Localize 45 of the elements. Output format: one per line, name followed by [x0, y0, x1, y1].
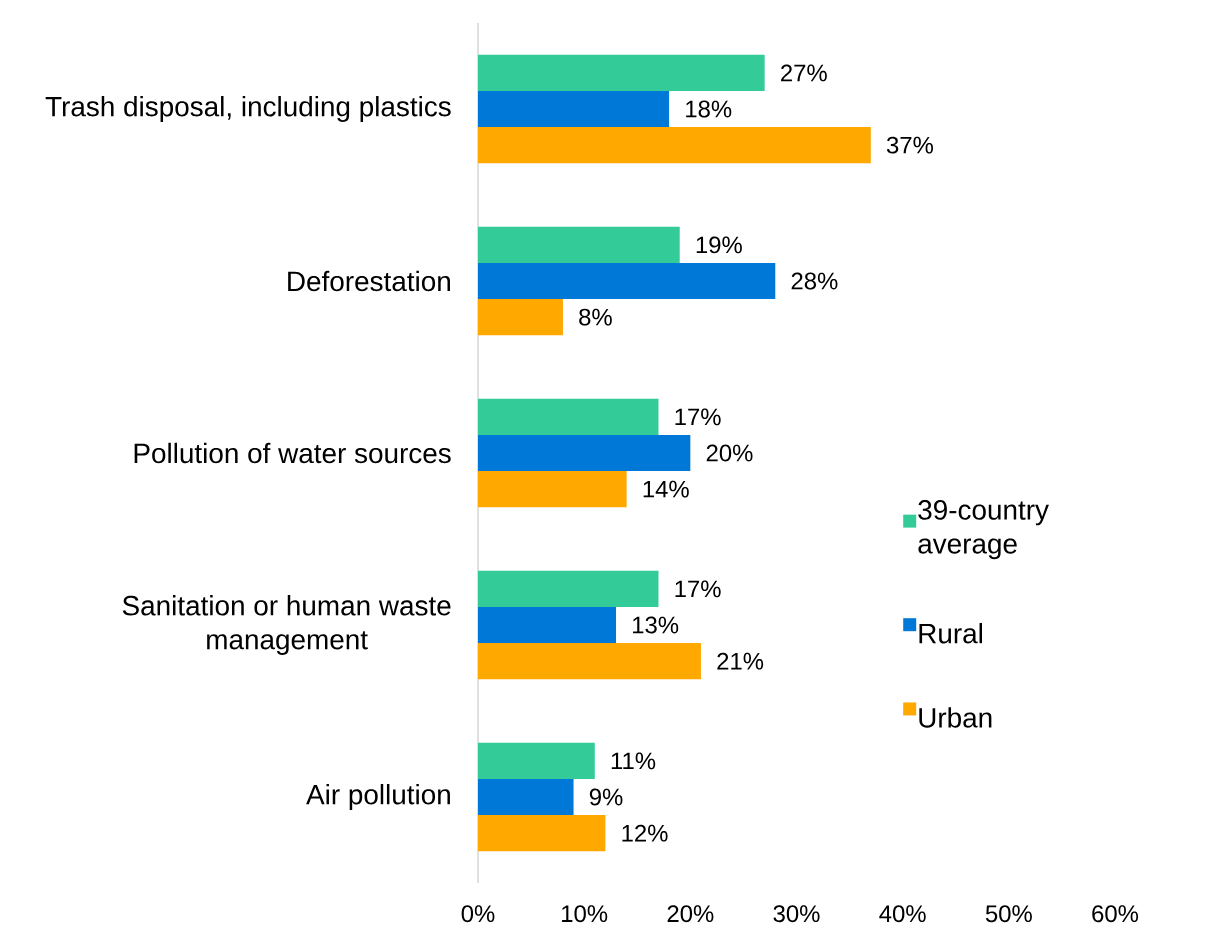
legend-label: Urban: [919, 707, 992, 728]
data-label: 12%: [622, 824, 668, 842]
bar: [478, 643, 701, 680]
data-label: 28%: [791, 272, 838, 290]
data-label: 37%: [886, 136, 934, 154]
x-tick-label: 0%: [461, 905, 495, 923]
x-tick-label: 50%: [985, 905, 1032, 923]
bar: [478, 398, 659, 435]
bar: [478, 471, 627, 508]
x-tick-label: 40%: [879, 905, 926, 923]
bar: [478, 742, 595, 779]
bar: [478, 226, 680, 263]
legend-label: 39-country average: [918, 500, 1049, 560]
bar: [478, 815, 606, 852]
bar: [478, 778, 574, 816]
y-tick-label: Deforestation: [288, 270, 450, 292]
data-label: 9%: [589, 788, 623, 806]
data-label: 21%: [717, 652, 764, 670]
bar: [478, 434, 691, 472]
x-tick-label: 20%: [667, 905, 714, 923]
x-tick-label: 60%: [1092, 905, 1139, 923]
x-tick-label: 30%: [773, 905, 820, 923]
bar: [478, 262, 776, 300]
bar: [478, 299, 563, 336]
data-label: 17%: [675, 580, 721, 598]
bar: [478, 127, 871, 164]
bar: [478, 570, 659, 607]
data-label: 17%: [675, 408, 721, 426]
data-label: 11%: [611, 752, 656, 770]
data-label: 13%: [633, 616, 679, 634]
y-tick-label: Air pollution: [306, 784, 450, 810]
data-label: 18%: [686, 100, 732, 118]
y-tick-label: Pollution of water sources: [134, 442, 451, 464]
data-label: 27%: [781, 64, 827, 82]
bar: [478, 54, 765, 91]
x-tick-label: 10%: [562, 905, 608, 923]
bar: [478, 90, 670, 128]
bar: [478, 606, 617, 644]
legend-label: Rural: [919, 622, 982, 644]
y-tick-label: Trash disposal, including plastics: [45, 96, 451, 122]
data-label: 8%: [579, 308, 612, 326]
data-label: 14%: [643, 480, 689, 498]
data-label: 19%: [696, 236, 742, 254]
data-label: 20%: [706, 444, 753, 462]
y-tick-label: Sanitation or human waste management: [122, 595, 451, 655]
